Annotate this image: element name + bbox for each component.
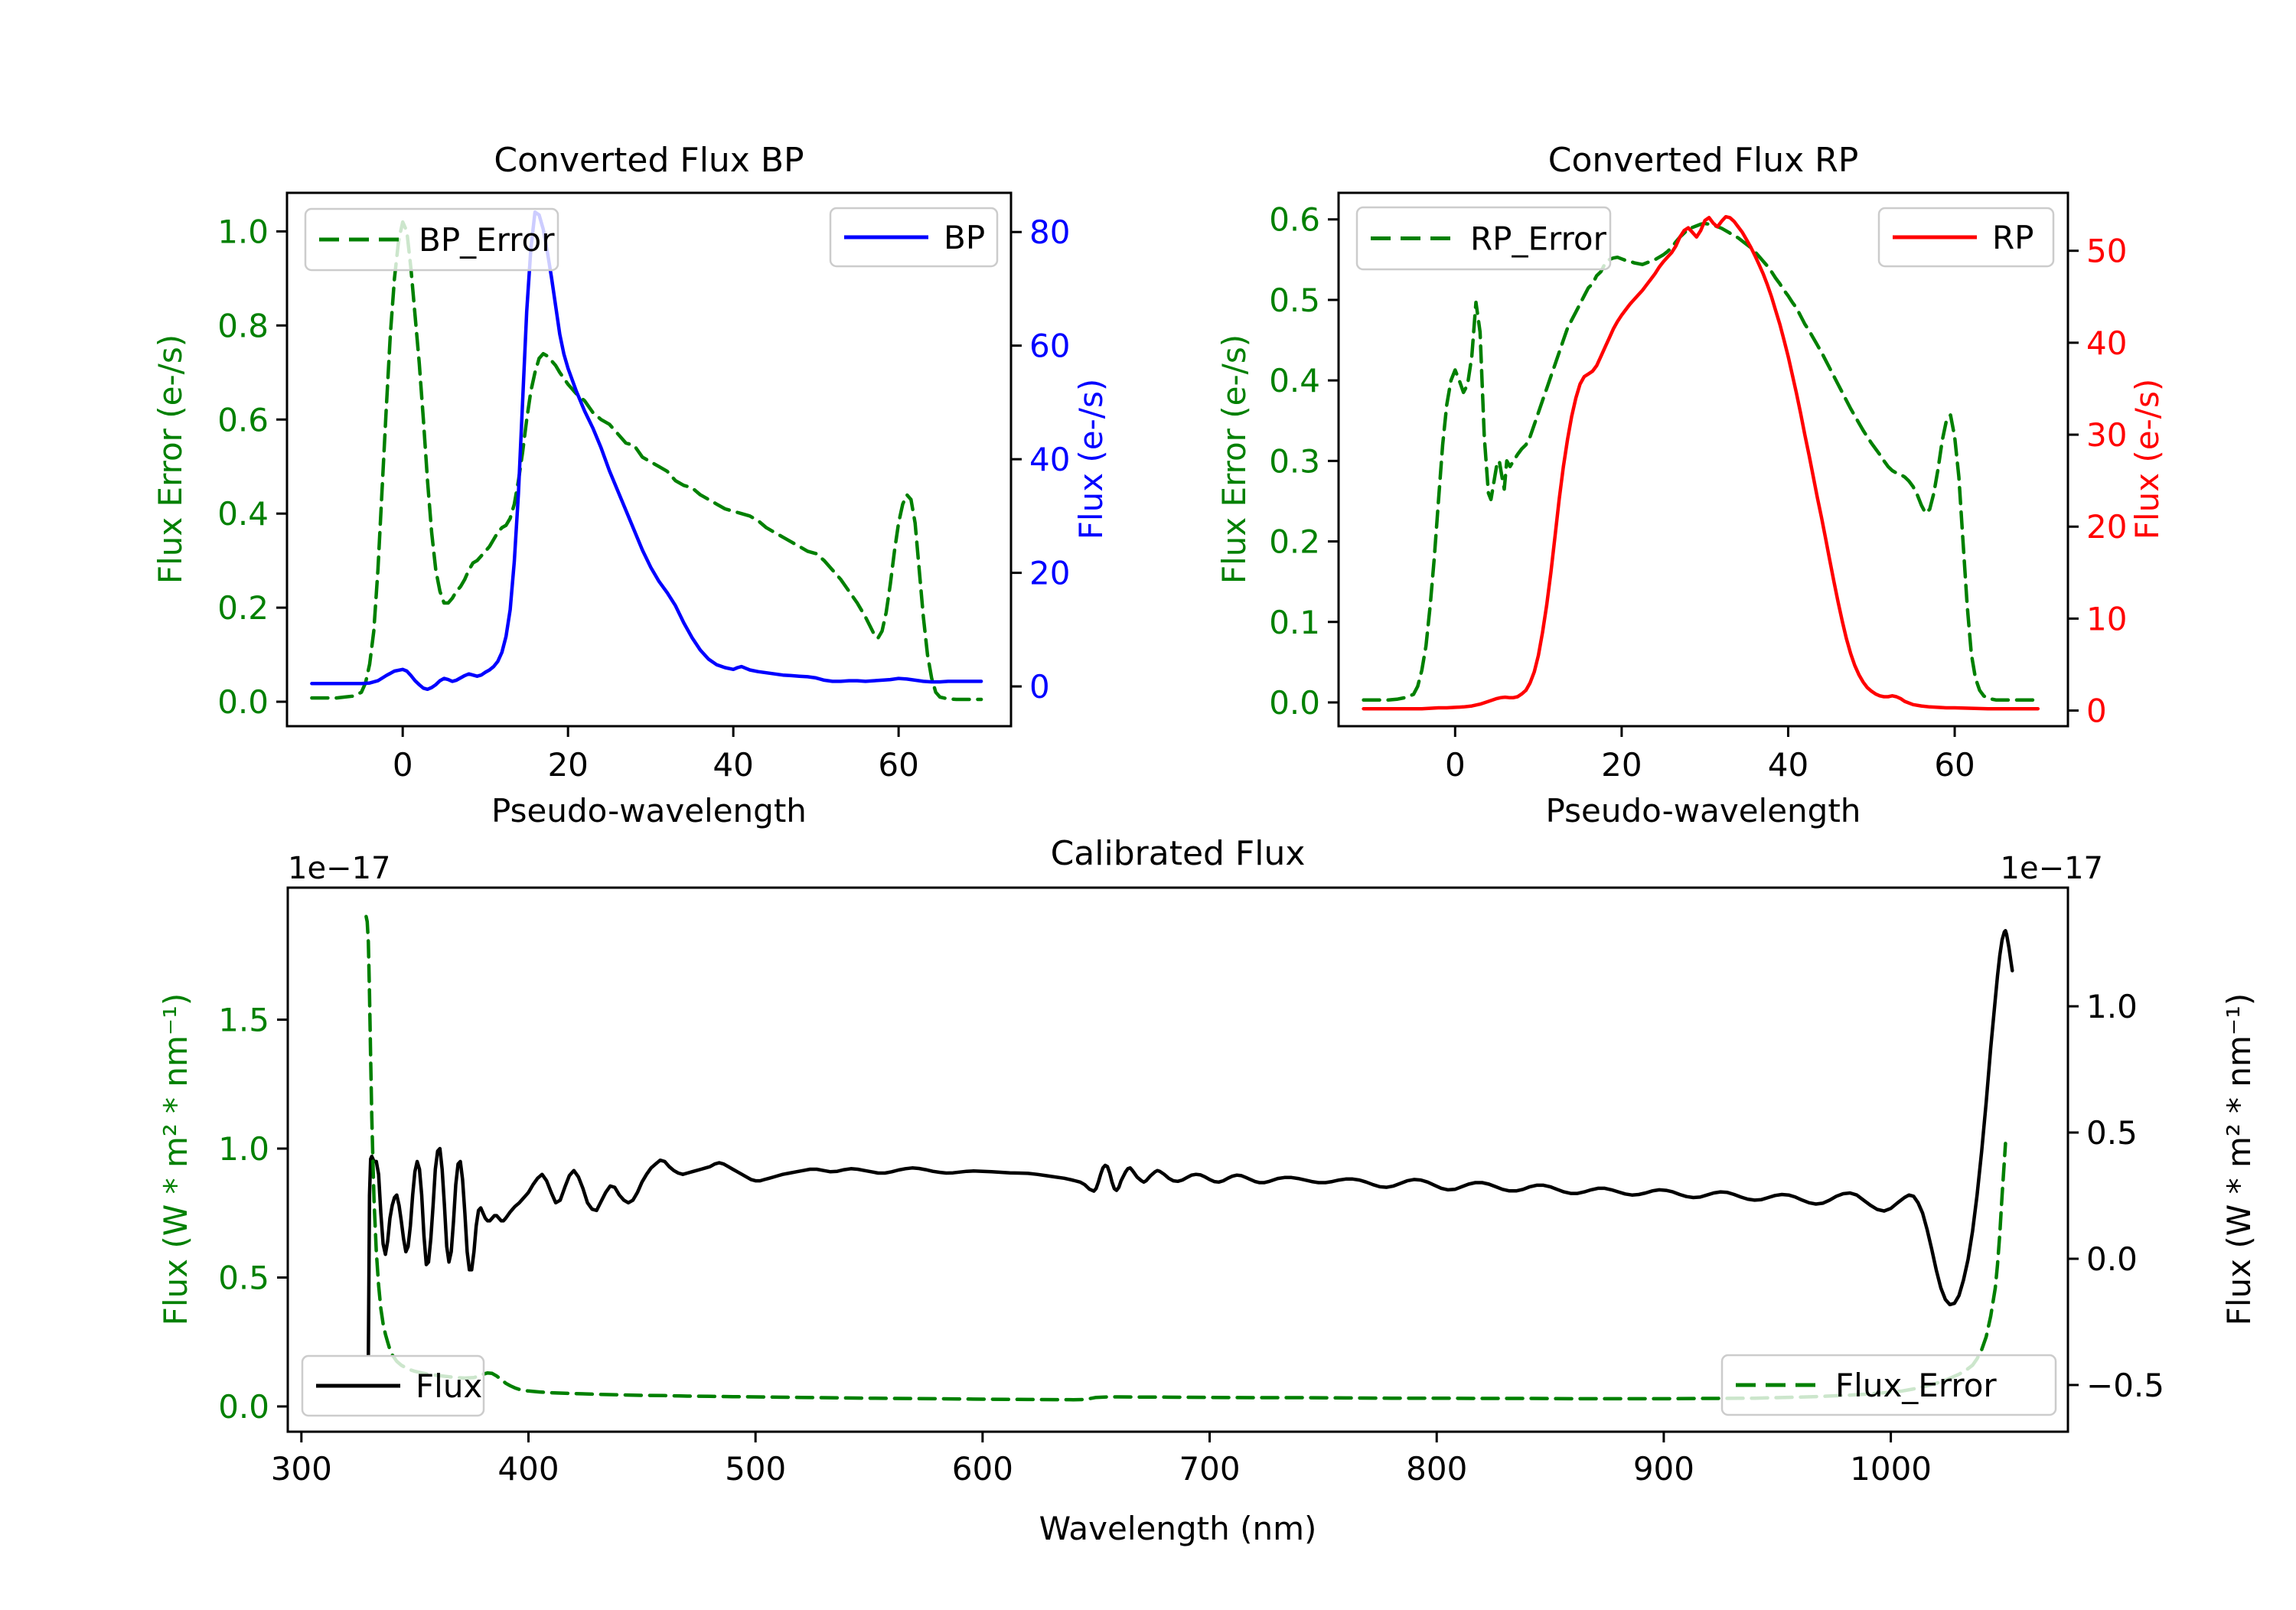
calibrated-flux-xtick-label: 300: [271, 1450, 332, 1488]
converted-flux-rp-ylabel-left: Flux Error (e-/s): [1215, 334, 1253, 584]
calibrated-flux-ytick-right-label: 0.0: [2086, 1240, 2138, 1278]
calibrated-flux-legend-label-flux: Flux: [416, 1367, 482, 1405]
calibrated-flux-xtick-label: 800: [1406, 1450, 1467, 1488]
calibrated-flux-ytick-right-label: 0.5: [2086, 1114, 2138, 1152]
converted-flux-rp-legend-label-rp-error: RP_Error: [1470, 220, 1607, 258]
converted-flux-rp-ytick-right-label: 10: [2086, 600, 2127, 637]
calibrated-flux-xtick-label: 700: [1179, 1450, 1240, 1488]
converted-flux-rp-xtick-label: 40: [1768, 746, 1808, 784]
calibrated-flux-ytick-left-label: 1.5: [218, 1002, 269, 1039]
calibrated-flux-offset-left: 1e−17: [288, 851, 390, 886]
calibrated-flux-ytick-left-label: 1.0: [218, 1130, 269, 1168]
converted-flux-bp-ytick-left-label: 0.4: [217, 495, 269, 533]
converted-flux-bp-ytick-left-label: 0.0: [217, 683, 269, 721]
converted-flux-bp-bp-error-curve: [310, 220, 983, 702]
converted-flux-bp-ytick-right-label: 20: [1029, 555, 1070, 592]
converted-flux-rp-ytick-left-label: 0.4: [1269, 362, 1320, 399]
converted-flux-rp-ytick-left-label: 0.1: [1269, 604, 1320, 641]
converted-flux-rp-axes-frame: [1337, 191, 2069, 728]
converted-flux-rp-title: Converted Flux RP: [1548, 141, 1859, 180]
converted-flux-rp-ytick-right-label: 40: [2086, 324, 2127, 362]
converted-flux-rp-ytick-right-label: 30: [2086, 416, 2127, 454]
converted-flux-rp-xtick-label: 0: [1445, 746, 1466, 784]
converted-flux-bp-ytick-right-label: 0: [1029, 668, 1050, 706]
converted-flux-bp-ytick-left-label: 0.2: [217, 589, 269, 627]
converted-flux-rp-xlabel: Pseudo-wavelength: [1546, 792, 1861, 829]
converted-flux-rp-ytick-right-label: 20: [2086, 508, 2127, 546]
converted-flux-rp-rp-error-curve: [1362, 221, 2040, 702]
calibrated-flux-ytick-left-label: 0.0: [218, 1388, 269, 1426]
converted-flux-rp-ytick-left-label: 0.2: [1269, 523, 1320, 561]
converted-flux-bp-xtick-label: 20: [547, 746, 588, 784]
calibrated-flux-flux-error-curve: [364, 914, 2007, 1402]
converted-flux-bp-bp-curve: [310, 210, 983, 692]
converted-flux-bp-ytick-left-label: 0.6: [217, 401, 269, 438]
calibrated-flux-xtick-label: 500: [725, 1450, 786, 1488]
converted-flux-bp-legend-label-bp: BP: [944, 219, 985, 256]
calibrated-flux-ylabel-left: Flux (W * m² * nm⁻¹): [157, 993, 194, 1326]
converted-flux-bp-xlabel: Pseudo-wavelength: [491, 792, 807, 829]
calibrated-flux-xtick-label: 400: [497, 1450, 559, 1488]
converted-flux-bp-ytick-left-label: 1.0: [217, 213, 269, 250]
converted-flux-rp-legend-label-rp: RP: [1992, 219, 2034, 256]
calibrated-flux-offset-right: 1e−17: [2001, 851, 2103, 886]
converted-flux-rp-ytick-left-label: 0.3: [1269, 442, 1320, 480]
converted-flux-bp-legend-label-bp-error: BP_Error: [419, 221, 555, 259]
converted-flux-bp-title: Converted Flux BP: [494, 141, 804, 180]
converted-flux-rp-ytick-left-label: 0.6: [1269, 201, 1320, 239]
calibrated-flux-xlabel: Wavelength (nm): [1039, 1510, 1317, 1547]
converted-flux-bp-ytick-left-label: 0.8: [217, 307, 269, 344]
converted-flux-bp-xtick-label: 60: [878, 746, 918, 784]
converted-flux-rp-xtick-label: 60: [1934, 746, 1975, 784]
calibrated-flux-ytick-right-label: −0.5: [2086, 1367, 2164, 1404]
calibrated-flux-xtick-label: 900: [1633, 1450, 1694, 1488]
converted-flux-bp-ytick-right-label: 80: [1029, 213, 1070, 251]
converted-flux-rp-legend-box-rp-error: [1355, 206, 1612, 271]
calibrated-flux-ylabel-right: Flux (W * m² * nm⁻¹): [2220, 993, 2258, 1326]
converted-flux-rp-ylabel-right: Flux (e-/s): [2128, 379, 2166, 539]
calibrated-flux-legend-box-flux-error: [1720, 1354, 2057, 1416]
converted-flux-rp-ytick-right-label: 0: [2086, 693, 2107, 730]
converted-flux-rp-ytick-right-label: 50: [2086, 233, 2127, 270]
converted-flux-rp-xtick-label: 20: [1601, 746, 1642, 784]
calibrated-flux-axes-frame: [286, 886, 2069, 1433]
converted-flux-bp-xtick-label: 40: [713, 746, 753, 784]
calibrated-flux-ytick-right-label: 1.0: [2086, 988, 2138, 1025]
converted-flux-rp-ytick-left-label: 0.5: [1269, 282, 1320, 319]
converted-flux-bp-xtick-label: 0: [393, 746, 413, 784]
converted-flux-bp-ylabel-left: Flux Error (e-/s): [152, 334, 189, 584]
converted-flux-rp-ytick-left-label: 0.0: [1269, 684, 1320, 722]
converted-flux-bp-legend-box-bp-error: [304, 207, 559, 272]
calibrated-flux-xtick-label: 1000: [1850, 1450, 1932, 1488]
calibrated-flux-legend-label-flux-error: Flux_Error: [1835, 1367, 1997, 1404]
converted-flux-rp-rp-curve: [1362, 214, 2040, 711]
converted-flux-bp-ytick-right-label: 60: [1029, 328, 1070, 365]
calibrated-flux-title: Calibrated Flux: [1051, 834, 1306, 873]
calibrated-flux-xtick-label: 600: [952, 1450, 1013, 1488]
converted-flux-bp-ytick-right-label: 40: [1029, 441, 1070, 478]
converted-flux-bp-ylabel-right: Flux (e-/s): [1072, 379, 1110, 539]
calibrated-flux-flux-curve: [367, 929, 2014, 1357]
calibrated-flux-ytick-left-label: 0.5: [218, 1259, 269, 1296]
